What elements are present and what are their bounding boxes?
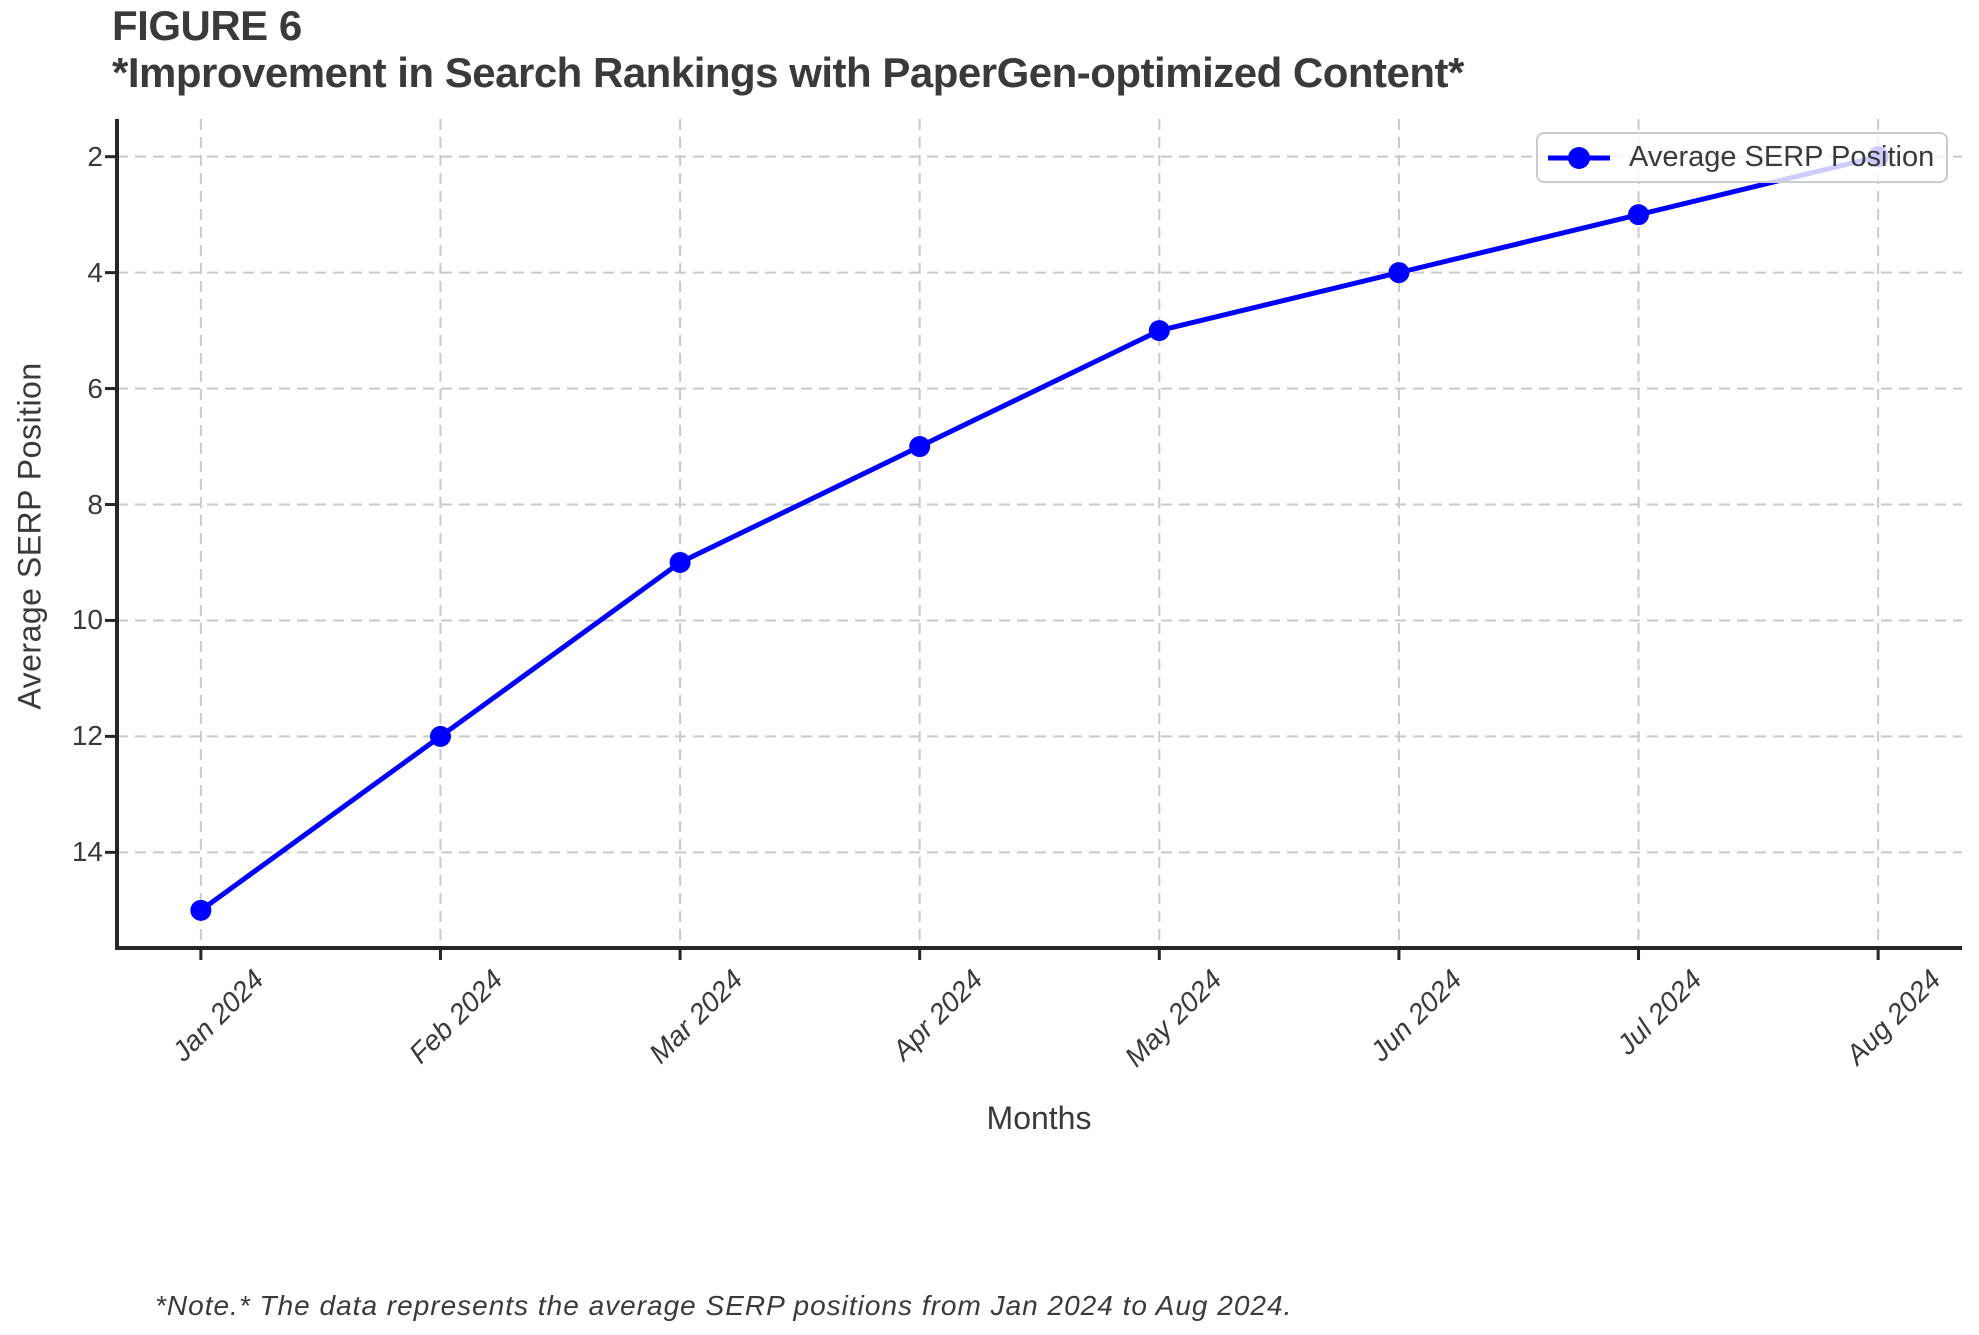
data-point-marker: [429, 725, 451, 747]
chart-title: *Improvement in Search Rankings with Pap…: [112, 49, 1464, 96]
y-tick-label: 8: [87, 488, 103, 520]
legend-line-marker-icon: [1548, 146, 1610, 169]
data-point-marker: [669, 551, 691, 573]
data-point-marker: [1388, 262, 1410, 284]
figure-title-block: FIGURE 6 *Improvement in Search Rankings…: [112, 2, 1464, 96]
y-tick-label: 10: [71, 604, 103, 636]
data-point-marker: [190, 899, 212, 921]
y-tick-label: 2: [87, 140, 103, 172]
data-point-marker: [1628, 204, 1650, 226]
figure-label: FIGURE 6: [112, 2, 302, 49]
y-tick-label: 6: [87, 372, 103, 404]
legend-label: Average SERP Position: [1629, 141, 1935, 173]
y-tick-label: 4: [87, 256, 103, 288]
y-tick-label: 12: [71, 720, 103, 752]
y-tick-label: 14: [71, 836, 103, 868]
data-point-marker: [909, 436, 931, 458]
x-axis-title: Months: [986, 1100, 1092, 1136]
legend: Average SERP Position: [1536, 132, 1948, 183]
data-point-marker: [1148, 320, 1170, 342]
figure-note: *Note.* The data represents the average …: [155, 1290, 1293, 1321]
series-line: [198, 154, 1881, 913]
y-axis-title: Average SERP Position: [11, 362, 48, 710]
